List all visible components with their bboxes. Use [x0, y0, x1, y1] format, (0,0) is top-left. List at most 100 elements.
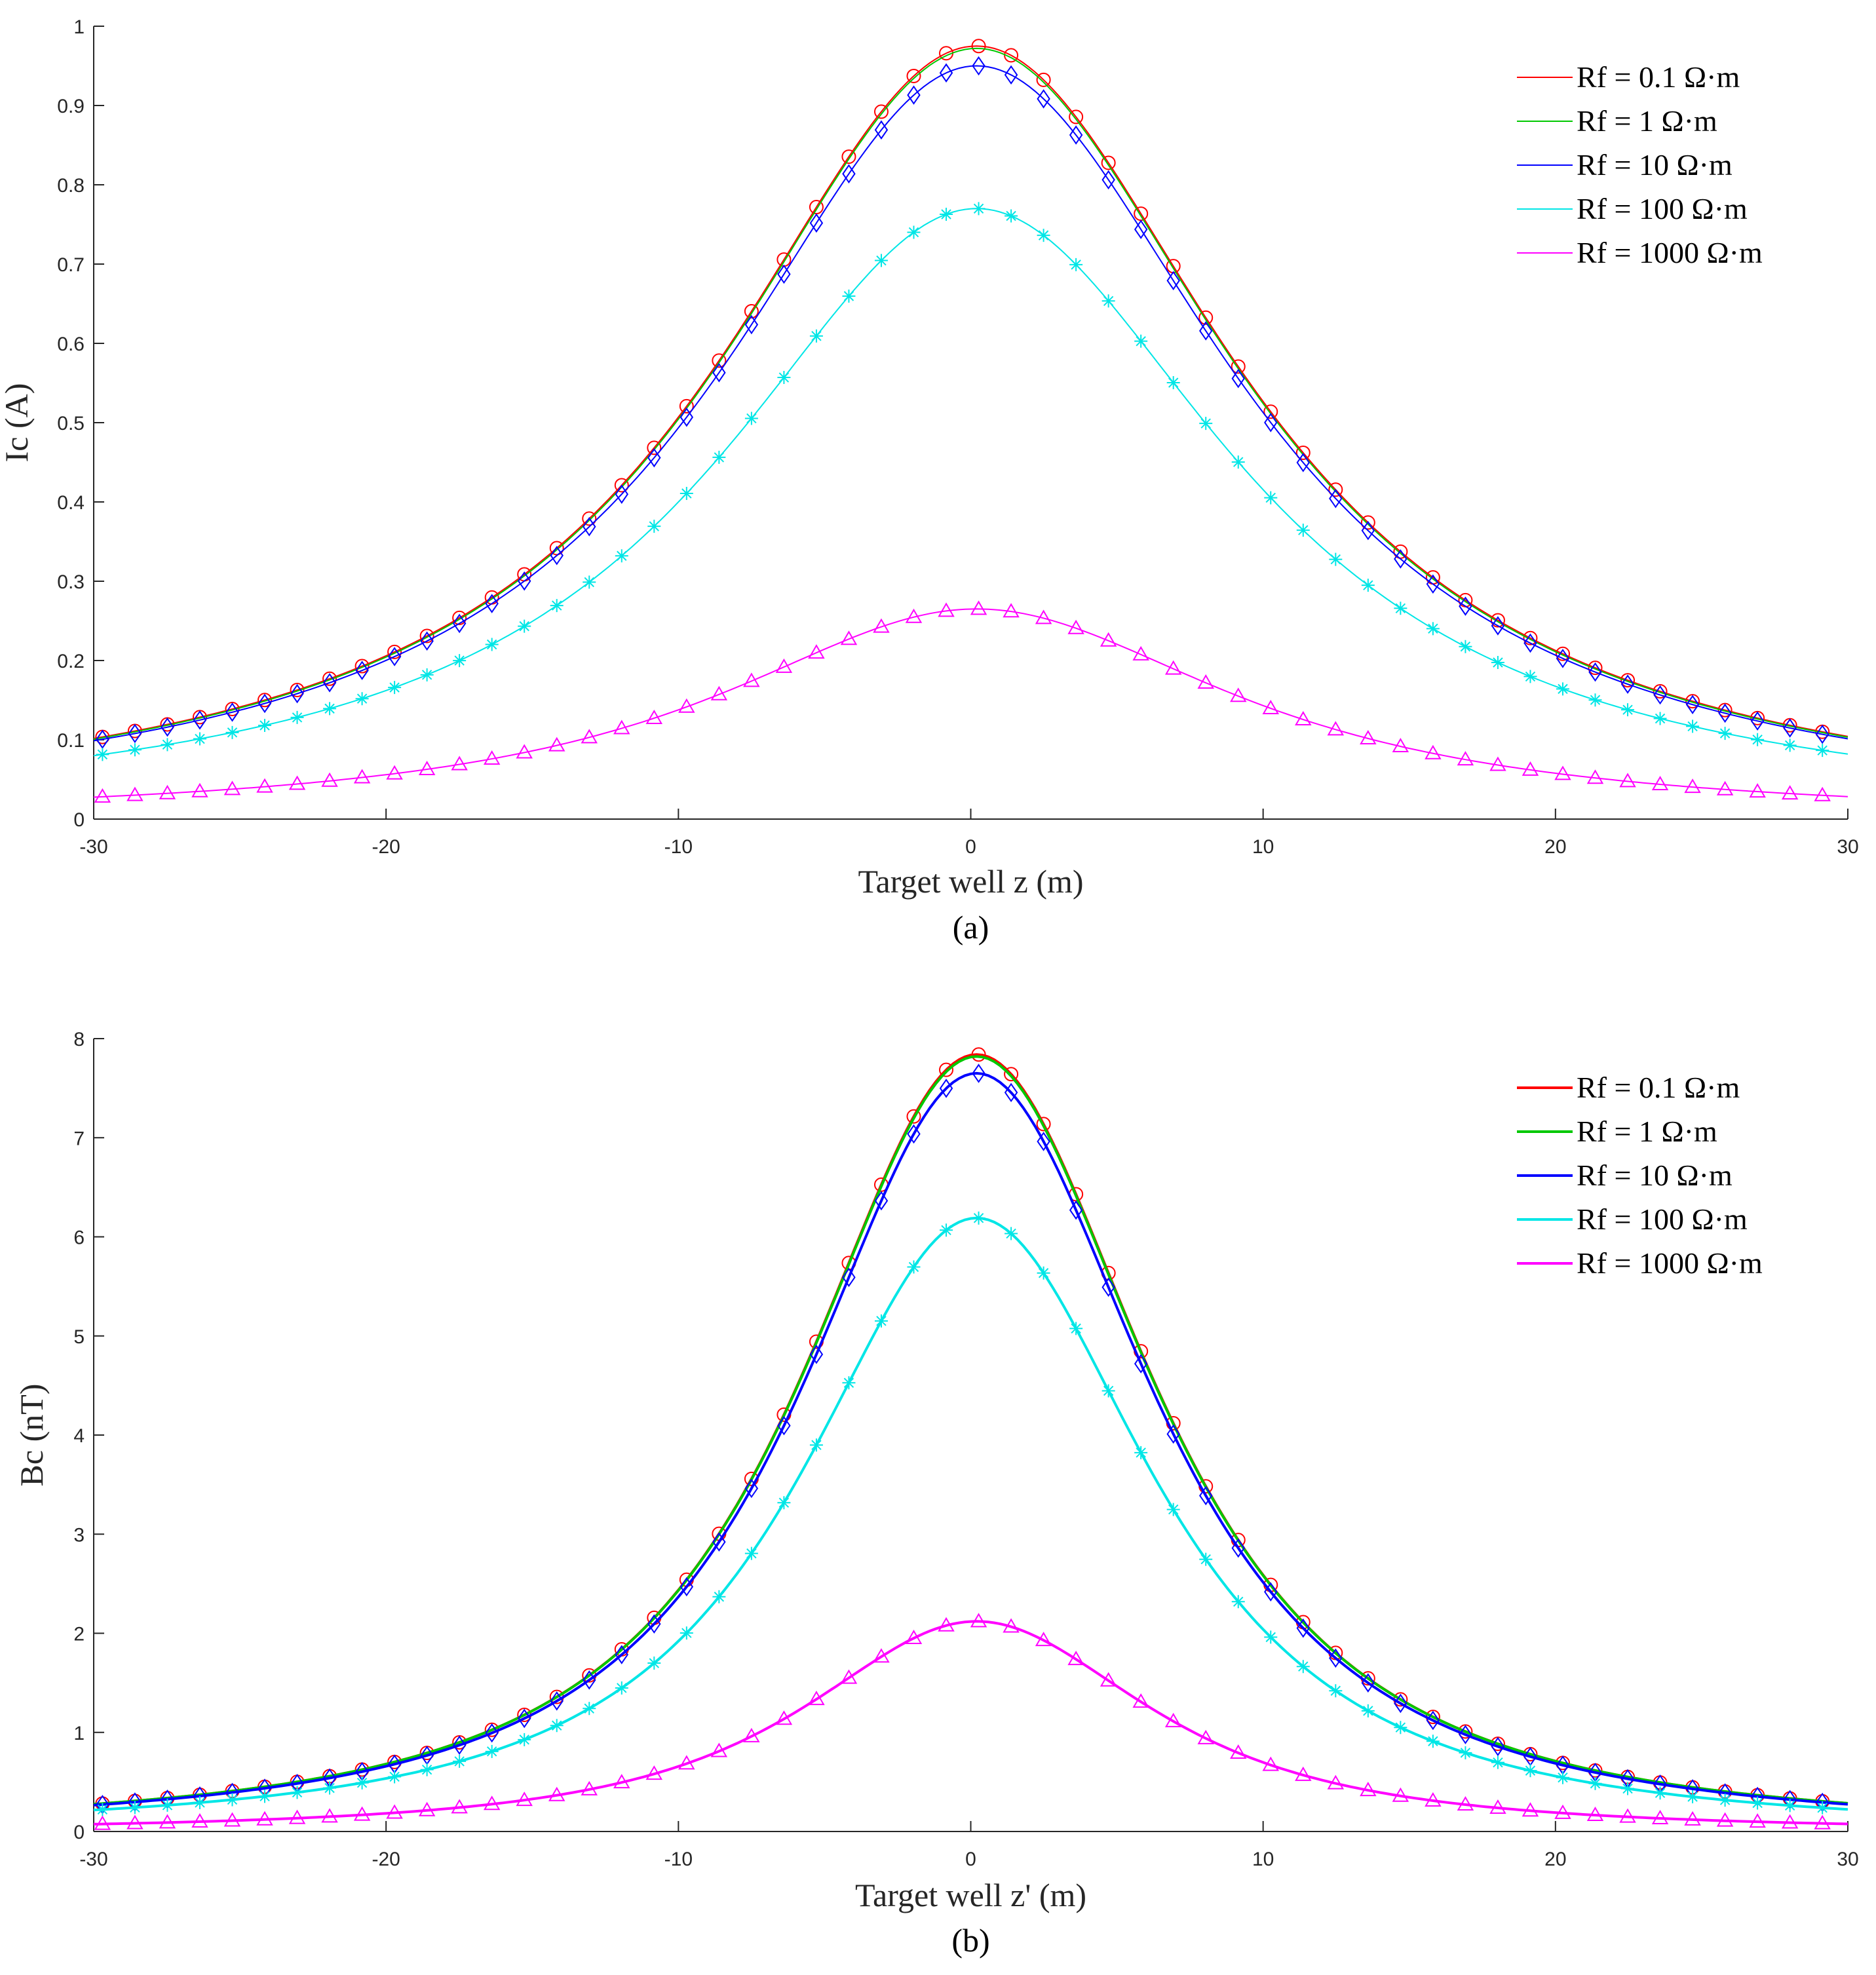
- chart-b-data-point: [193, 1795, 206, 1809]
- chart-b-data-point: [1101, 1384, 1115, 1398]
- chart-b-data-point: [971, 1047, 986, 1062]
- chart-a-data-point: [906, 68, 921, 83]
- chart-b-series-line: [93, 1071, 1848, 1807]
- chart-a-data-point: [354, 659, 370, 674]
- chart-b-data-point: [777, 1415, 791, 1436]
- chart-a-y-tick-label: 1: [73, 16, 85, 38]
- chart-a-data-point: [744, 412, 758, 425]
- chart-b-data-point: [1554, 1804, 1571, 1819]
- chart-b-data-point: [1327, 1774, 1345, 1790]
- chart-b-data-point: [1296, 1618, 1311, 1638]
- chart-b-data-point: [678, 1755, 695, 1770]
- chart-b-data-point: [1037, 1132, 1050, 1151]
- chart-a-y-tick-label: 0.3: [57, 571, 85, 593]
- chart-b-data-point: [1783, 1799, 1797, 1812]
- chart-b-data-point: [1814, 1814, 1831, 1830]
- chart-a-data-point: [225, 702, 239, 722]
- chart-b-y-tick-label: 5: [73, 1326, 85, 1348]
- chart-b-data-point: [1457, 1795, 1474, 1811]
- chart-a-data-point: [1814, 786, 1831, 801]
- chart-a-data-point: [290, 683, 304, 704]
- chart-a-data-point: [1295, 445, 1311, 460]
- chart-b-data-point: [258, 1790, 272, 1803]
- chart-a-data-point: [775, 658, 793, 673]
- chart-b-data-point: [388, 1770, 402, 1784]
- chart-a-data-point: [1329, 552, 1343, 566]
- chart-b-data-point: [1264, 1630, 1278, 1644]
- chart-b-data-point: [1491, 1755, 1504, 1769]
- chart-a-data-point: [680, 407, 694, 427]
- chart-b-series-2: [93, 1055, 1848, 1806]
- chart-a-series-line: [93, 47, 1848, 740]
- chart-a-data-point: [743, 672, 760, 687]
- chart-a-data-point: [614, 478, 629, 493]
- chart-b-data-point: [550, 1719, 564, 1733]
- chart-b-data-point: [905, 1629, 923, 1644]
- chart-b-data-point: [1005, 1227, 1018, 1240]
- chart-a-data-point: [1197, 674, 1214, 689]
- chart-a-data-point: [258, 693, 272, 714]
- chart-a-data-point: [1361, 579, 1375, 592]
- chart-a-data-point: [1620, 674, 1635, 694]
- chart-b-data-point: [1684, 1811, 1701, 1826]
- chart-a-data-point: [1295, 711, 1312, 726]
- chart-a-data-point: [1100, 632, 1117, 647]
- chart-a-series-line: [93, 65, 1848, 742]
- chart-a-data-point: [1035, 609, 1052, 624]
- chart-a-data-point: [1296, 453, 1311, 472]
- chart-a-data-point: [1069, 109, 1084, 125]
- chart-b-data-point: [1361, 1673, 1375, 1693]
- chart-b-data-point: [1134, 1354, 1148, 1373]
- chart-b-data-point: [451, 1799, 468, 1814]
- chart-b-data-point: [907, 1124, 921, 1144]
- chart-a-data-point: [1459, 596, 1472, 616]
- chart-b-x-tick-label: 10: [1252, 1849, 1274, 1870]
- chart-a-data-point: [483, 750, 501, 765]
- chart-b-data-point: [970, 1613, 987, 1628]
- chart-a-data-point: [517, 571, 531, 591]
- chart-a-y-tick-label: 0: [73, 809, 85, 831]
- chart-a-data-point: [647, 440, 662, 455]
- chart-b-series-4: [93, 1211, 1848, 1816]
- chart-a-data-point: [1523, 633, 1537, 653]
- chart-a-data-point: [842, 164, 856, 184]
- chart-a-data-point: [451, 756, 468, 771]
- chart-b-data-point: [744, 1478, 759, 1499]
- chart-a-data-point: [225, 702, 240, 717]
- chart-b-data-point: [873, 1648, 890, 1663]
- chart-a-data-point: [1750, 711, 1765, 731]
- chart-b-data-point: [1425, 1792, 1442, 1807]
- chart-b-data-point: [1134, 1446, 1148, 1459]
- chart-a-data-point: [386, 765, 403, 780]
- chart-a-caption: (a): [953, 909, 989, 946]
- chart-a-data-point: [1166, 271, 1180, 290]
- chart-a-data-point: [809, 329, 823, 343]
- chart-b-data-point: [583, 1702, 596, 1716]
- chart-b-data-point: [710, 1742, 728, 1757]
- chart-a-data-point: [1717, 702, 1732, 718]
- chart-a-data-point: [647, 448, 661, 468]
- chart-a-data-point: [645, 709, 663, 724]
- chart-b-data-point: [159, 1814, 176, 1829]
- chart-b-data-point: [1035, 1632, 1052, 1647]
- chart-b-y-tick-label: 7: [73, 1128, 85, 1149]
- chart-a-data-point: [418, 761, 436, 776]
- chart-b-data-point: [1361, 1704, 1375, 1717]
- chart-b-y-tick-label: 8: [73, 1029, 85, 1050]
- chart-a-data-point: [1523, 630, 1538, 645]
- chart-a-x-tick-label: -10: [664, 836, 693, 858]
- chart-a-data-point: [907, 225, 921, 239]
- chart-a-series-line: [93, 608, 1848, 798]
- chart-b-data-point: [842, 1376, 856, 1390]
- chart-b-data-point: [1199, 1552, 1213, 1566]
- chart-a-data-point: [290, 710, 304, 724]
- chart-a-data-point: [841, 149, 856, 164]
- chart-b-data-point: [126, 1814, 144, 1830]
- chart-a-data-point: [1783, 718, 1797, 738]
- chart-a-data-point: [680, 486, 693, 500]
- chart-a-data-point: [126, 786, 144, 801]
- chart-a-y-tick-label: 0.1: [57, 730, 85, 752]
- chart-b-x-tick-label: 20: [1544, 1849, 1566, 1870]
- chart-a-data-point: [1263, 404, 1278, 419]
- chart-b-data-point: [1651, 1809, 1669, 1824]
